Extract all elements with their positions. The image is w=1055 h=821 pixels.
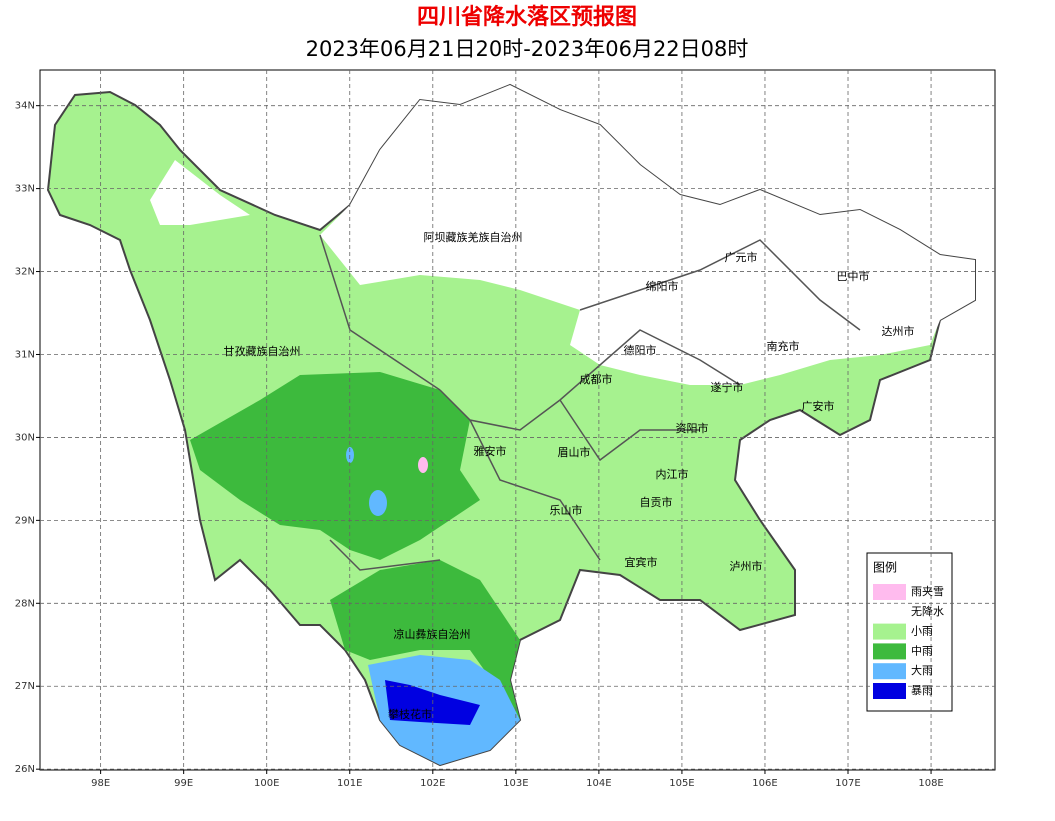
legend-title: 图例 <box>873 561 897 575</box>
y-tick-label: 31N <box>15 349 35 360</box>
moderate-rain-area <box>330 560 520 720</box>
no-rain-area <box>320 85 975 385</box>
place-label: 绵阳市 <box>646 279 679 293</box>
place-label: 雅安市 <box>474 444 507 458</box>
legend-swatch <box>873 663 906 680</box>
x-tick-label: 102E <box>420 778 445 789</box>
place-label: 达州市 <box>882 324 915 338</box>
legend-swatch <box>873 584 906 600</box>
place-label: 攀枝花市 <box>388 707 432 721</box>
x-tick-label: 98E <box>91 778 110 789</box>
x-tick-label: 106E <box>752 778 777 789</box>
x-tick-label: 99E <box>174 778 193 789</box>
legend-label: 大雨 <box>911 663 933 677</box>
place-label: 凉山彝族自治州 <box>394 627 471 641</box>
moderate-rain-area <box>190 372 480 560</box>
y-tick-label: 26N <box>15 764 35 775</box>
legend-label: 暴雨 <box>911 684 933 697</box>
no-rain-area <box>150 160 250 225</box>
place-label: 泸州市 <box>730 559 763 573</box>
place-label: 乐山市 <box>550 503 583 517</box>
sleet-area <box>418 457 428 473</box>
heavy-rain-area <box>369 490 387 516</box>
place-label: 宜宾市 <box>625 555 658 569</box>
place-label: 广元市 <box>725 250 758 264</box>
x-tick-label: 108E <box>918 778 943 789</box>
y-tick-label: 27N <box>15 681 35 692</box>
y-tick-label: 32N <box>15 267 35 278</box>
place-label: 甘孜藏族自治州 <box>224 344 301 358</box>
legend-swatch <box>873 623 906 640</box>
place-label: 成都市 <box>580 372 613 386</box>
legend-swatch <box>873 603 906 620</box>
x-tick-label: 101E <box>337 778 362 789</box>
place-label: 自贡市 <box>640 495 673 509</box>
legend-swatch <box>873 683 906 699</box>
legend-label: 雨夹雪 <box>911 585 944 598</box>
place-label: 南充市 <box>767 339 800 353</box>
legend-swatch <box>873 643 906 660</box>
x-tick-label: 104E <box>586 778 611 789</box>
place-label: 广安市 <box>802 399 835 413</box>
subtitle: 2023年06月21日20时-2023年06月22日08时 <box>306 37 749 61</box>
y-tick-label: 28N <box>15 598 35 609</box>
map <box>46 83 976 767</box>
legend-label: 无降水 <box>911 604 944 618</box>
frame <box>39 69 996 771</box>
title: 四川省降水落区预报图 <box>417 5 637 30</box>
place-label: 巴中市 <box>837 269 870 283</box>
place-label: 德阳市 <box>624 343 657 357</box>
legend-label: 中雨 <box>911 644 933 657</box>
x-tick-label: 105E <box>669 778 694 789</box>
y-tick-label: 34N <box>15 101 35 112</box>
place-label: 阿坝藏族羌族自治州 <box>424 230 523 244</box>
place-label: 资阳市 <box>676 421 709 435</box>
legend-label: 小雨 <box>911 625 933 638</box>
y-tick-label: 33N <box>15 184 35 195</box>
x-tick-label: 107E <box>835 778 860 789</box>
x-tick-label: 103E <box>503 778 528 789</box>
x-tick-label: 100E <box>254 778 279 789</box>
place-label: 内江市 <box>656 467 689 481</box>
y-tick-label: 30N <box>15 432 35 443</box>
place-label: 眉山市 <box>558 445 591 459</box>
place-label: 遂宁市 <box>711 380 744 394</box>
y-tick-label: 29N <box>15 515 35 526</box>
